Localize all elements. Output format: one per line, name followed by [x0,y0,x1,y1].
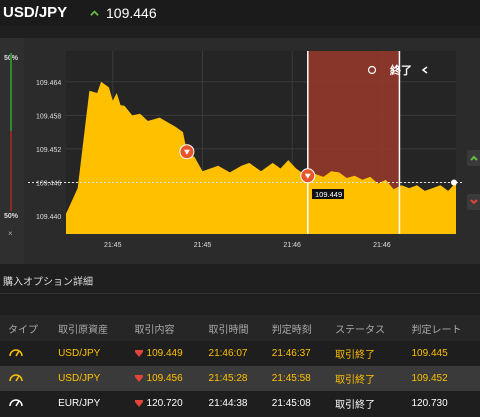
col-status: ステータス [327,315,404,341]
current-price-dot [451,179,457,186]
current-rate: 109.446 [106,5,157,21]
chevron-left-icon[interactable] [421,66,428,74]
end-label: 終了 [390,63,412,77]
table-row[interactable]: EUR/JPY 120.720 21:44:38 21:45:08 取引終了 1… [0,391,480,416]
meter-bottom-percent: 50% [4,213,19,220]
y-tick-label: 109.446 [36,181,61,188]
cell-status: 取引終了 [327,341,404,366]
cell-time: 21:46:07 [200,341,264,366]
price-label-box [312,189,344,199]
cell-time: 21:45:28 [200,366,264,391]
down-arrow-icon [134,349,143,357]
meter-down-bar [10,131,12,211]
meter-up-bar [10,53,12,131]
cell-judge-rate: 109.445 [403,341,480,366]
down-arrow-icon [304,173,311,179]
up-chevron-icon [470,155,478,161]
cell-status: 取引終了 [327,391,404,416]
gauge-icon [9,349,23,357]
x-tick-label: 21:46 [283,242,301,249]
cell-rate: 109.449 [146,348,183,359]
x-tick-label: 21:45 [104,242,122,249]
cell-status: 取引終了 [327,366,404,391]
y-tick-label: 109.440 [36,214,61,221]
cell-judge-time: 21:45:08 [263,391,328,416]
history-title: 購入オプション詳細 [3,277,93,288]
y-tick-label: 109.458 [36,113,61,120]
col-asset: 取引原資産 [50,315,127,341]
price-label-text: 109.449 [315,190,342,199]
cell-asset: USD/JPY [50,366,127,391]
cell-rate: 120.720 [146,398,183,409]
price-chart: 109.464 109.458 109.452 109.446 109.440 21:4… [28,51,462,249]
cell-content: 109.456 [126,366,201,391]
history-table: タイプ 取引原資産 取引内容 取引時間 判定時刻 ステータス 判定レート USD… [0,315,480,416]
up-arrow-icon [90,10,99,16]
down-arrow-icon [183,149,190,155]
y-tick-label: 109.464 [36,80,61,87]
cell-time: 21:44:38 [200,391,264,416]
cell-type [0,366,51,391]
table-row[interactable]: USD/JPY 109.449 21:46:07 21:46:37 取引終了 1… [0,341,480,366]
x-tick-label: 21:46 [373,242,391,249]
gauge-icon [9,374,23,382]
currency-pair: USD/JPY [3,4,68,21]
divider [0,293,480,294]
col-time: 取引時間 [200,315,264,341]
sentiment-meter: 50% 50% × [0,38,24,264]
col-type: タイプ [0,315,51,341]
down-chevron-icon [470,199,478,205]
col-content: 取引内容 [126,315,201,341]
col-judge-time: 判定時刻 [263,315,328,341]
cell-content: 120.720 [126,391,201,416]
cell-type [0,391,51,416]
y-tick-label: 109.452 [36,147,61,154]
col-judge-rate: 判定レート [403,315,480,341]
cell-asset: USD/JPY [50,341,127,366]
cell-rate: 109.456 [146,373,183,384]
high-button[interactable] [467,150,480,166]
low-button[interactable] [467,194,480,210]
top-bar: USD/JPY 109.446 [0,0,480,26]
cell-judge-rate: 109.452 [403,366,480,391]
cell-judge-time: 21:46:37 [263,341,328,366]
gauge-icon [9,399,23,407]
timer-icon [367,65,377,75]
price-area [66,81,456,234]
end-zone-header: 終了 [367,63,428,77]
x-tick-label: 21:45 [194,242,212,249]
cell-judge-time: 21:45:58 [263,366,328,391]
table-header: タイプ 取引原資産 取引内容 取引時間 判定時刻 ステータス 判定レート [0,315,480,341]
price-label: 109.449 [312,189,344,199]
table-row[interactable]: USD/JPY 109.456 21:45:28 21:45:58 取引終了 1… [0,366,480,391]
down-arrow-icon [134,374,143,382]
chart-panel: 50% 50% × 109.464109.458109.452109.44610… [0,38,480,264]
down-arrow-icon [134,399,143,407]
cell-type [0,341,51,366]
cell-asset: EUR/JPY [50,391,127,416]
cell-content: 109.449 [126,341,201,366]
meter-close-icon[interactable]: × [8,229,13,238]
cell-judge-rate: 120.730 [403,391,480,416]
